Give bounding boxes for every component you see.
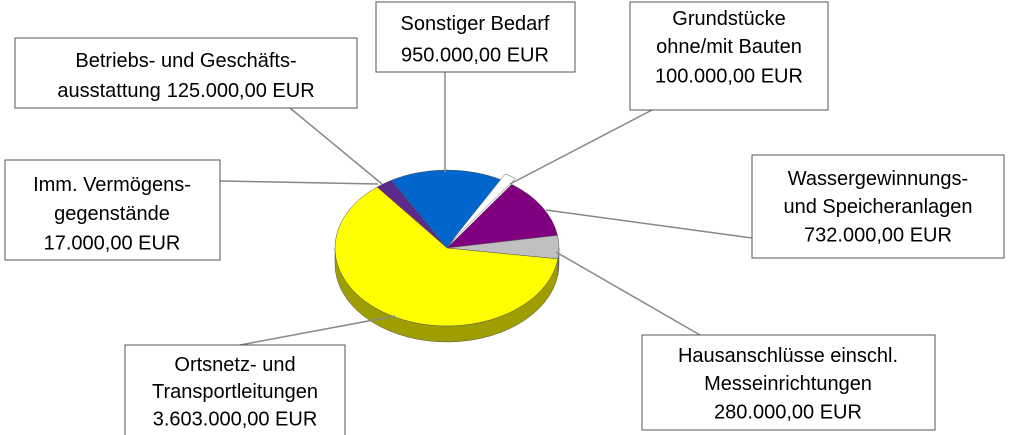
value-label: 3.603.000,00 EUR: [153, 408, 318, 430]
category-line: Imm. Vermögens-: [33, 174, 191, 196]
slice-label: Sonstiger Bedarf: [401, 13, 550, 35]
slice-label: ohne/mit Bauten: [656, 36, 802, 58]
value-label: 280.000,00 EUR: [714, 401, 862, 423]
value-label: 125.000,00 EUR: [167, 80, 315, 102]
category-line: Grundstücke: [672, 8, 785, 30]
pie-slice: [390, 169, 502, 249]
leader-line: [545, 209, 753, 239]
leader-line: [239, 315, 396, 346]
leader-line: [289, 107, 383, 185]
category-line: Transportleitungen: [152, 381, 318, 403]
label-box: [124, 344, 346, 435]
category-line: ohne/mit Bauten: [656, 36, 802, 58]
value-label: 100.000,00 EUR: [655, 65, 803, 87]
category-line: Hausanschlüsse einschl.: [678, 345, 898, 367]
slice-label: Imm. Vermögens-: [33, 174, 191, 196]
leader-line: [509, 109, 653, 185]
slice-label: Ortsnetz- und: [174, 354, 295, 376]
pie-slice: [334, 186, 559, 327]
leader-line: [219, 180, 379, 185]
label-box: [641, 334, 936, 431]
category-line: Messeinrichtungen: [704, 373, 872, 395]
pie-slice: [446, 184, 558, 249]
slice-label: Grundstücke: [672, 8, 785, 30]
value-label: 17.000,00 EUR: [44, 232, 181, 254]
leader-line: [555, 251, 701, 336]
pie-slice: [450, 173, 516, 243]
category-line: gegenstände: [54, 203, 170, 225]
category-line: Sonstiger Bedarf: [401, 13, 550, 35]
category-line: Wassergewinnungs-: [788, 168, 968, 190]
slice-label: Hausanschlüsse einschl.: [678, 345, 898, 367]
label-box: [629, 1, 829, 111]
label-box: [375, 1, 576, 73]
slice-label: Betriebs- und Geschäfts-: [75, 50, 296, 72]
value-label: 950.000,00 EUR: [401, 44, 549, 66]
slice-label: gegenstände: [54, 203, 170, 225]
slice-label: Messeinrichtungen: [704, 373, 872, 395]
category-line: Ortsnetz- und: [174, 354, 295, 376]
value-label: 732.000,00 EUR: [804, 224, 952, 246]
category-line: und Speicheranlagen: [783, 196, 972, 218]
label-box: [14, 37, 358, 109]
slice-label: Transportleitungen: [152, 381, 318, 403]
slice-label: ausstattung 125.000,00 EUR: [57, 80, 314, 102]
slice-label: Wassergewinnungs-: [788, 168, 968, 190]
label-box: [4, 159, 221, 261]
label-box: [751, 154, 1005, 259]
slice-label: und Speicheranlagen: [783, 196, 972, 218]
category-line: Betriebs- und Geschäfts-: [75, 50, 296, 72]
category-line: ausstattung: [57, 80, 160, 102]
